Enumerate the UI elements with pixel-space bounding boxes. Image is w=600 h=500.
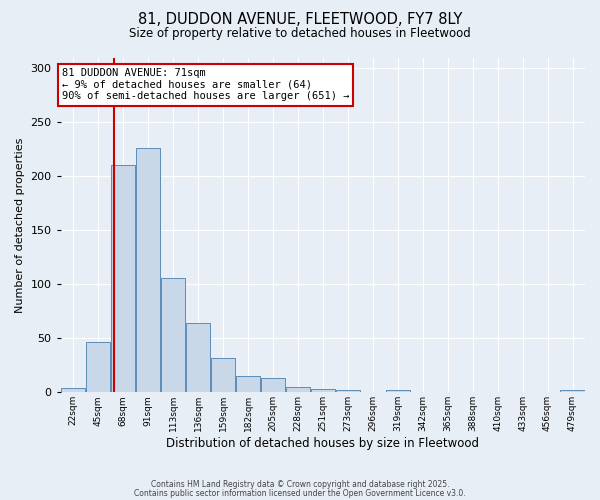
Text: 81, DUDDON AVENUE, FLEETWOOD, FY7 8LY: 81, DUDDON AVENUE, FLEETWOOD, FY7 8LY [138,12,462,28]
Bar [236,376,260,392]
Text: Size of property relative to detached houses in Fleetwood: Size of property relative to detached ho… [129,28,471,40]
Bar [560,390,585,392]
Bar [260,378,285,392]
Bar [335,390,360,392]
Bar [136,148,160,392]
Text: Contains HM Land Registry data © Crown copyright and database right 2025.: Contains HM Land Registry data © Crown c… [151,480,449,489]
X-axis label: Distribution of detached houses by size in Fleetwood: Distribution of detached houses by size … [166,437,479,450]
Bar [386,390,410,392]
Bar [311,389,335,392]
Bar [286,387,310,392]
Text: Contains public sector information licensed under the Open Government Licence v3: Contains public sector information licen… [134,488,466,498]
Bar [161,278,185,392]
Bar [186,323,210,392]
Bar [86,342,110,392]
Y-axis label: Number of detached properties: Number of detached properties [15,137,25,312]
Bar [61,388,85,392]
Bar [211,358,235,392]
Bar [111,166,136,392]
Text: 81 DUDDON AVENUE: 71sqm
← 9% of detached houses are smaller (64)
90% of semi-det: 81 DUDDON AVENUE: 71sqm ← 9% of detached… [62,68,349,102]
